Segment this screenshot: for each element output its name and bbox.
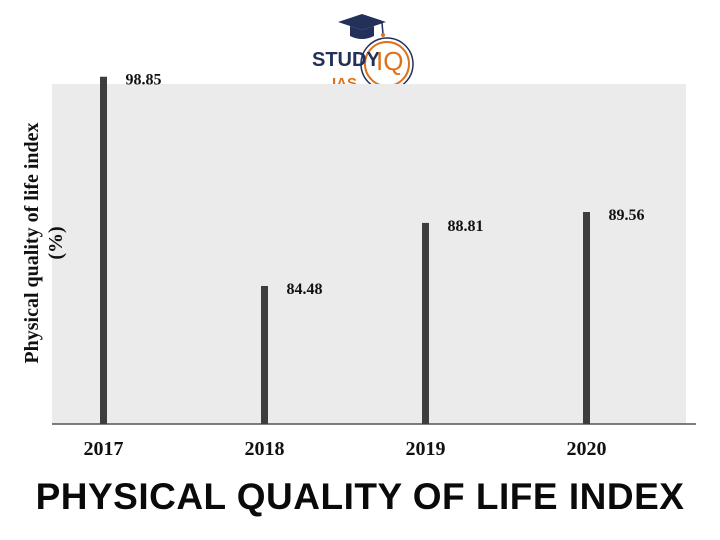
bar-2017 [100, 76, 107, 424]
plot-area [52, 84, 686, 424]
x-tick-label-2019: 2019 [406, 438, 446, 460]
bar-2019 [422, 222, 429, 424]
y-axis-label-line-2: (%) [45, 226, 67, 260]
bar-2020 [583, 212, 590, 424]
data-label-2018: 84.48 [287, 281, 323, 298]
studyiq-logo: STUDY IQ IAS [290, 4, 430, 104]
page-title: PHYSICAL QUALITY OF LIFE INDEX [35, 476, 685, 517]
data-label-2019: 88.81 [448, 218, 484, 235]
y-axis-label-line-1: Physical quality of life index [21, 122, 43, 364]
logo-iq-text: IQ [376, 46, 403, 76]
logo-study-text: STUDY [312, 49, 380, 71]
data-label-2020: 89.56 [609, 207, 645, 224]
graduation-cap-icon [338, 14, 386, 39]
x-tick-label-2018: 2018 [245, 438, 285, 460]
x-tick-label-2020: 2020 [567, 438, 607, 460]
bar-2018 [261, 285, 268, 424]
data-label-2017: 98.85 [126, 72, 162, 89]
x-tick-label-2017: 2017 [84, 438, 124, 460]
